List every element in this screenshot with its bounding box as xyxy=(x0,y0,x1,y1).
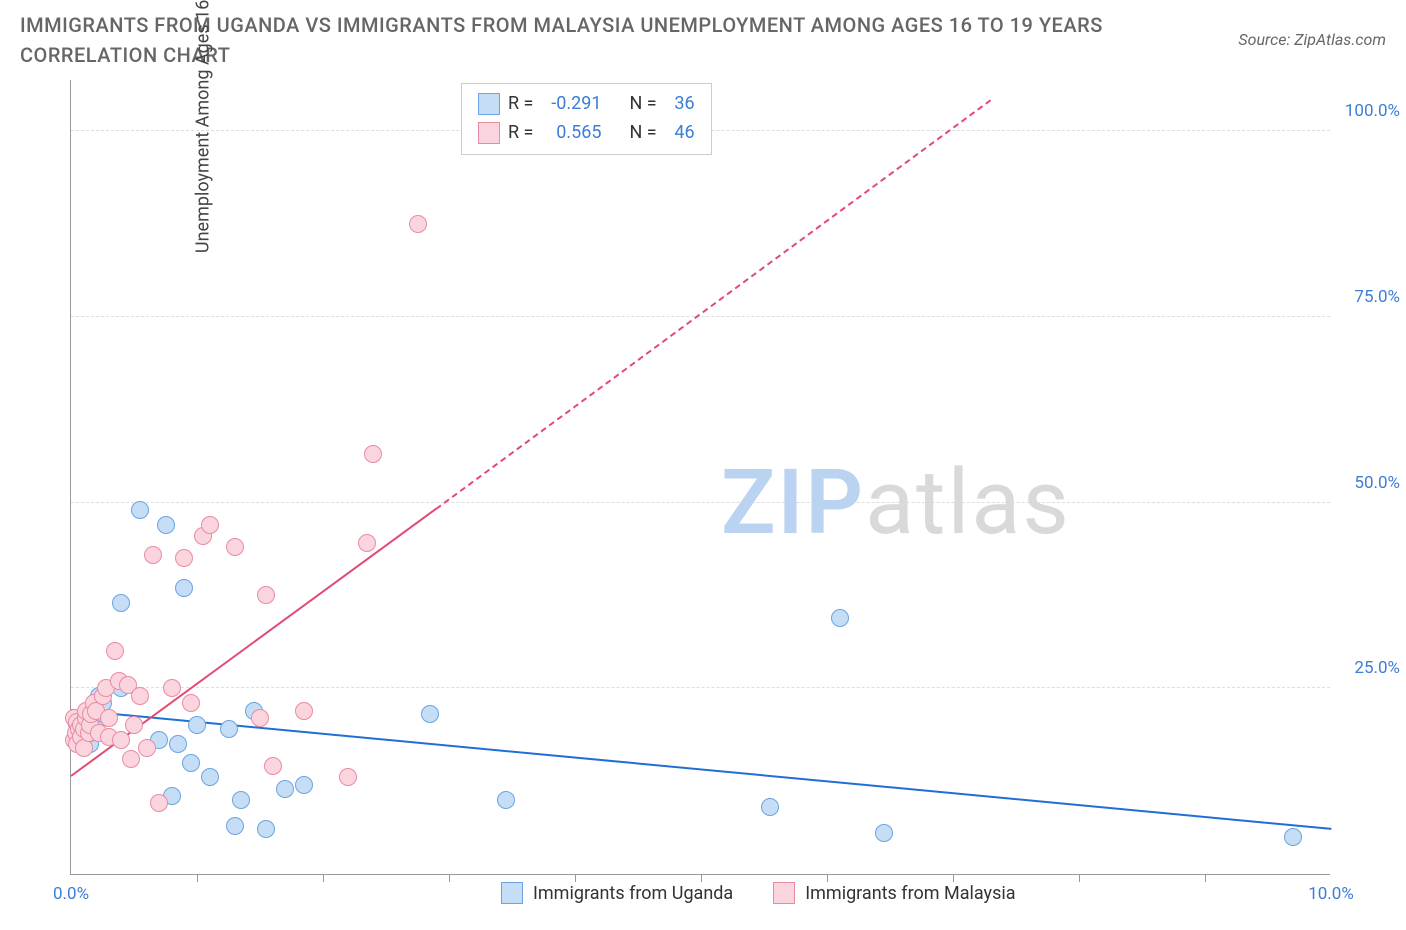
scatter-point xyxy=(157,516,175,534)
n-label: N = xyxy=(629,90,656,119)
scatter-point xyxy=(125,716,143,734)
scatter-point xyxy=(175,579,193,597)
series-swatch xyxy=(501,882,523,904)
source-credit: Source: ZipAtlas.com xyxy=(1238,30,1386,49)
series-swatch xyxy=(478,93,500,115)
scatter-point xyxy=(257,820,275,838)
x-tick xyxy=(323,874,324,882)
stats-box: R = -0.291 N = 36 R = 0.565 N = 46 xyxy=(461,83,712,155)
scatter-point xyxy=(226,538,244,556)
scatter-point xyxy=(831,609,849,627)
x-tick xyxy=(1079,874,1080,882)
scatter-point xyxy=(276,780,294,798)
x-tick-label-max: 10.0% xyxy=(1308,884,1354,904)
scatter-point xyxy=(257,586,275,604)
gridline xyxy=(71,687,1330,688)
scatter-point xyxy=(761,798,779,816)
legend-label: Immigrants from Uganda xyxy=(533,883,733,904)
x-tick xyxy=(953,874,954,882)
y-tick-label: 25.0% xyxy=(1340,658,1400,678)
scatter-point xyxy=(295,702,313,720)
scatter-point xyxy=(421,705,439,723)
legend-item: Immigrants from Malaysia xyxy=(773,882,1015,904)
scatter-point xyxy=(232,791,250,809)
scatter-point xyxy=(188,716,206,734)
stats-row: R = -0.291 N = 36 xyxy=(478,90,695,119)
scatter-point xyxy=(220,720,238,738)
scatter-point xyxy=(112,731,130,749)
r-value: 0.565 xyxy=(541,119,601,148)
x-tick xyxy=(197,874,198,882)
x-tick xyxy=(575,874,576,882)
scatter-point xyxy=(201,516,219,534)
plot-area: 25.0%50.0%75.0%100.0%0.0%10.0%ZIPatlasR … xyxy=(70,80,1330,875)
scatter-point xyxy=(201,768,219,786)
scatter-point xyxy=(131,687,149,705)
scatter-point xyxy=(112,594,130,612)
legend-item: Immigrants from Uganda xyxy=(501,882,733,904)
scatter-point xyxy=(358,534,376,552)
r-label: R = xyxy=(508,90,533,119)
scatter-point xyxy=(144,546,162,564)
scatter-point xyxy=(182,754,200,772)
r-label: R = xyxy=(508,119,533,148)
n-value: 46 xyxy=(665,119,695,148)
x-tick-label-min: 0.0% xyxy=(53,884,89,904)
y-tick-label: 75.0% xyxy=(1340,287,1400,307)
legend: Immigrants from Uganda Immigrants from Ma… xyxy=(501,882,1016,904)
series-swatch xyxy=(773,882,795,904)
scatter-point xyxy=(175,549,193,567)
scatter-point xyxy=(364,445,382,463)
trend-line xyxy=(436,99,992,509)
scatter-point xyxy=(131,501,149,519)
x-tick xyxy=(1205,874,1206,882)
scatter-point xyxy=(1284,828,1302,846)
scatter-point xyxy=(409,215,427,233)
gridline xyxy=(71,316,1330,317)
scatter-point xyxy=(182,694,200,712)
stats-row: R = 0.565 N = 46 xyxy=(478,119,695,148)
scatter-point xyxy=(169,735,187,753)
scatter-point xyxy=(875,824,893,842)
x-tick xyxy=(449,874,450,882)
n-label: N = xyxy=(629,119,656,148)
scatter-point xyxy=(264,757,282,775)
legend-label: Immigrants from Malaysia xyxy=(805,883,1015,904)
scatter-point xyxy=(251,709,269,727)
scatter-point xyxy=(106,642,124,660)
scatter-point xyxy=(295,776,313,794)
r-value: -0.291 xyxy=(541,90,601,119)
gridline xyxy=(71,502,1330,503)
x-tick xyxy=(701,874,702,882)
series-swatch xyxy=(478,122,500,144)
scatter-point xyxy=(138,739,156,757)
scatter-point xyxy=(163,679,181,697)
scatter-point xyxy=(497,791,515,809)
x-tick xyxy=(827,874,828,882)
y-tick-label: 50.0% xyxy=(1340,473,1400,493)
y-tick-label: 100.0% xyxy=(1340,101,1400,121)
scatter-point xyxy=(100,709,118,727)
scatter-point xyxy=(150,794,168,812)
scatter-point xyxy=(122,750,140,768)
n-value: 36 xyxy=(665,90,695,119)
scatter-point xyxy=(339,768,357,786)
scatter-point xyxy=(226,817,244,835)
